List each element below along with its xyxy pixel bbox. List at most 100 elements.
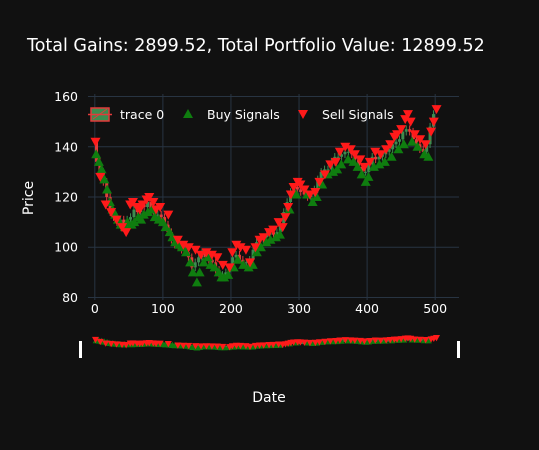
sell-signal-marker[interactable] (127, 198, 138, 208)
buy-signal-marker[interactable] (238, 259, 249, 269)
buy-signal-marker[interactable] (96, 164, 107, 174)
sell-signal-marker[interactable] (381, 145, 392, 155)
sell-signal-marker[interactable] (217, 260, 228, 270)
sell-signal-marker[interactable] (299, 185, 310, 195)
buy-signal-marker[interactable] (91, 149, 102, 159)
legend-item[interactable]: trace 0 (88, 107, 164, 122)
sell-signal-marker[interactable] (106, 208, 117, 218)
sell-signal-marker[interactable] (355, 155, 366, 165)
buy-signal-marker[interactable] (356, 169, 367, 179)
sell-signal-marker[interactable] (250, 243, 261, 253)
sell-signal-marker[interactable] (304, 190, 315, 200)
buy-signal-marker[interactable] (368, 161, 379, 171)
sell-signal-marker[interactable] (364, 157, 375, 167)
sell-signal-marker[interactable] (273, 218, 284, 228)
sell-signal-marker[interactable] (121, 228, 132, 238)
sell-signal-marker[interactable] (240, 245, 251, 255)
sell-signal-marker[interactable] (277, 223, 288, 233)
buy-signal-marker[interactable] (187, 267, 198, 277)
sell-signal-marker[interactable] (415, 135, 426, 145)
buy-signal-marker[interactable] (348, 156, 359, 166)
buy-signal-marker[interactable] (160, 222, 171, 232)
sell-signal-marker[interactable] (392, 130, 403, 140)
buy-signal-marker[interactable] (251, 247, 262, 257)
sell-signal-marker[interactable] (330, 157, 341, 167)
buy-signal-marker[interactable] (102, 184, 113, 194)
buy-signal-marker[interactable] (311, 192, 322, 201)
buy-signal-marker[interactable] (198, 257, 209, 267)
buy-signals-series[interactable] (91, 136, 434, 287)
buy-signal-marker[interactable] (360, 176, 371, 186)
buy-signal-marker[interactable] (270, 232, 281, 242)
sell-signal-marker[interactable] (155, 203, 166, 213)
buy-signal-marker[interactable] (219, 272, 230, 282)
sell-signal-marker[interactable] (402, 110, 413, 120)
sell-signal-marker[interactable] (340, 142, 351, 152)
sell-signal-marker[interactable] (359, 162, 370, 172)
sell-signal-marker[interactable] (295, 180, 306, 190)
sell-signal-marker[interactable] (90, 137, 101, 147)
buy-signal-marker[interactable] (202, 252, 213, 262)
sell-signal-marker[interactable] (409, 130, 420, 140)
sell-signal-marker[interactable] (172, 235, 183, 245)
legend[interactable]: trace 0 Buy Signals Sell Signals (88, 107, 393, 122)
buy-signal-marker[interactable] (243, 262, 254, 272)
sell-signal-marker[interactable] (190, 245, 201, 255)
buy-signal-marker[interactable] (291, 189, 302, 199)
buy-signal-marker[interactable] (191, 277, 202, 287)
buy-signal-marker[interactable] (181, 247, 192, 257)
buy-signal-marker[interactable] (223, 269, 234, 279)
sell-signal-marker[interactable] (280, 213, 291, 223)
sell-signal-marker[interactable] (196, 250, 207, 260)
sell-signal-marker[interactable] (231, 240, 242, 250)
sell-signal-marker[interactable] (319, 170, 330, 180)
sell-signal-marker[interactable] (349, 150, 360, 160)
sell-signal-marker[interactable] (428, 117, 439, 127)
sell-signal-marker[interactable] (285, 190, 296, 200)
range-slider[interactable] (79, 335, 460, 358)
buy-signal-marker[interactable] (307, 197, 318, 207)
sell-signal-marker[interactable] (334, 147, 345, 157)
range-slider-left-handle[interactable] (79, 341, 82, 358)
buy-signal-marker[interactable] (265, 234, 276, 244)
buy-signal-marker[interactable] (407, 136, 418, 146)
sell-signal-marker[interactable] (268, 225, 279, 235)
buy-signal-marker[interactable] (343, 154, 354, 164)
buy-signal-marker[interactable] (328, 166, 339, 176)
buy-signal-marker[interactable] (185, 257, 196, 267)
sell-signal-marker[interactable] (314, 177, 325, 187)
sell-signal-marker[interactable] (426, 127, 437, 137)
buy-signal-marker[interactable] (374, 159, 385, 169)
sell-signal-marker[interactable] (212, 253, 223, 263)
buy-signal-marker[interactable] (332, 164, 343, 174)
sell-signal-marker[interactable] (178, 240, 189, 250)
buy-signal-marker[interactable] (209, 262, 220, 272)
buy-signal-marker[interactable] (194, 267, 205, 277)
sell-signal-marker[interactable] (117, 223, 128, 233)
sell-signal-marker[interactable] (288, 182, 299, 192)
buy-signal-marker[interactable] (398, 139, 409, 149)
sell-signal-marker[interactable] (95, 172, 106, 182)
sell-signal-marker[interactable] (111, 215, 122, 225)
buy-signal-marker[interactable] (261, 237, 272, 247)
sell-signal-marker[interactable] (148, 198, 159, 208)
buy-signal-marker[interactable] (412, 141, 423, 151)
sell-signal-marker[interactable] (245, 258, 256, 268)
sell-signal-marker[interactable] (235, 243, 246, 253)
sell-signal-marker[interactable] (144, 193, 155, 202)
buy-signal-marker[interactable] (352, 161, 363, 171)
sell-signal-marker[interactable] (370, 147, 381, 157)
buy-signal-marker[interactable] (129, 217, 140, 227)
sell-signal-marker[interactable] (375, 150, 386, 160)
range-slider-right-handle[interactable] (457, 341, 460, 358)
buy-signal-marker[interactable] (136, 214, 147, 224)
sell-signal-marker[interactable] (224, 263, 235, 273)
sell-signal-marker[interactable] (137, 200, 148, 210)
buy-signal-marker[interactable] (274, 229, 285, 239)
buy-signal-marker[interactable] (142, 207, 153, 217)
sell-signal-marker[interactable] (310, 187, 321, 197)
sell-signal-marker[interactable] (283, 203, 294, 213)
buy-signal-marker[interactable] (336, 159, 347, 169)
sell-signal-marker[interactable] (100, 200, 111, 210)
buy-signal-marker[interactable] (93, 156, 104, 166)
